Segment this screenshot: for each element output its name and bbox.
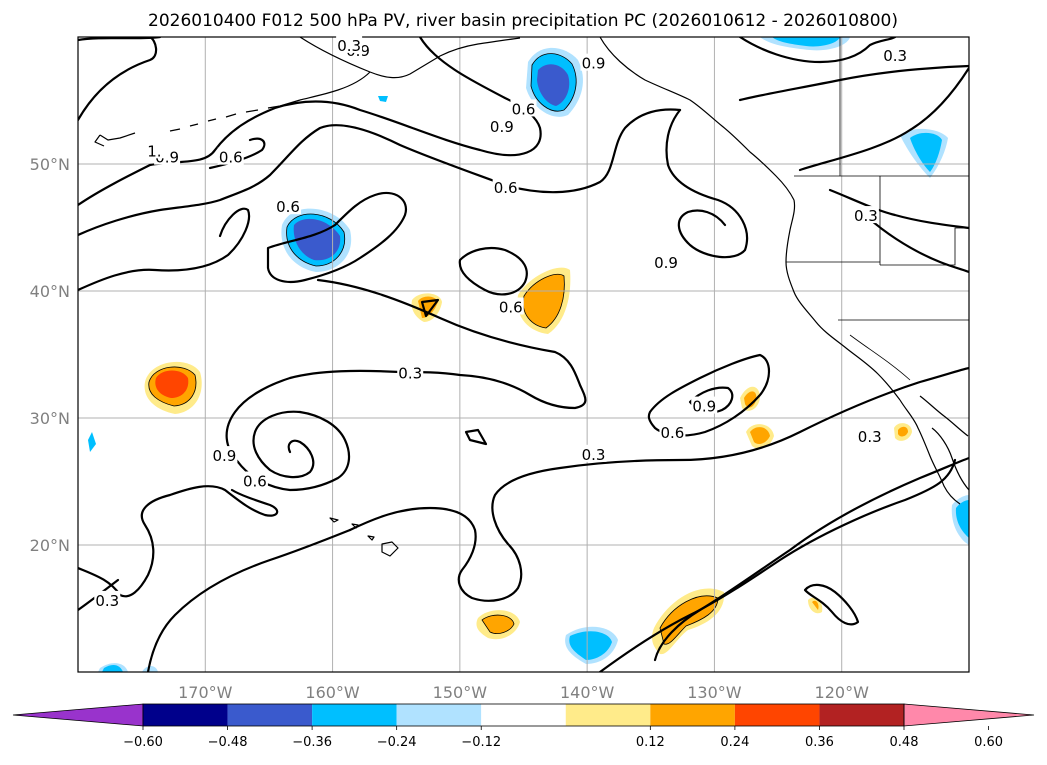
precip-outlines — [148, 53, 719, 645]
alaska-coastline — [299, 37, 521, 79]
colorbar-tick-label-4: −0.12 — [461, 735, 501, 750]
contour-label-bg-16 — [659, 423, 686, 441]
contour-label-9: 0.6 — [499, 299, 523, 317]
contour-label-21: 0.3 — [95, 592, 119, 610]
contour-label-bg-19 — [211, 446, 238, 464]
lat-label-3: 20°N — [30, 536, 70, 555]
colorbar-tick-label-8: 0.48 — [890, 735, 919, 750]
map-frame — [77, 36, 970, 673]
contour-labels: 0.90.61.0.60.90.90.60.90.60.60.30.30.30.… — [94, 35, 909, 610]
contour-label-11: 0.3 — [883, 47, 907, 65]
colorbar-segment-7 — [734, 704, 820, 726]
lon-label-1: 160°W — [305, 683, 360, 702]
lat-label-2: 30°N — [30, 409, 70, 428]
contour-label-16: 0.6 — [660, 424, 684, 442]
colorbar-tick-label-3: −0.24 — [377, 735, 417, 750]
contour-label-8: 0.6 — [494, 179, 518, 197]
colorbar-extend-high — [903, 703, 1035, 727]
contour-label-bg-18 — [856, 427, 883, 445]
lon-label-0: 170°W — [178, 683, 233, 702]
contour-label-bg-11 — [882, 46, 909, 64]
colorbar-frame — [142, 703, 905, 727]
colorbar-segment-8 — [819, 704, 904, 726]
contour-label-bg-14 — [397, 363, 424, 381]
contour-label-bg-7 — [488, 117, 515, 135]
contour-label-6: 0.6 — [512, 100, 536, 118]
contour-label-3: 0.6 — [276, 198, 300, 216]
colorbar: −0.60 −0.48 −0.36 −0.24 −0.12 0.12 0.24 0.36 0.4… — [12, 703, 1035, 750]
map-background — [78, 37, 969, 672]
north-america-coastline — [599, 37, 795, 201]
contour-label-bg-8 — [492, 178, 519, 196]
contour-label-10: 0.3 — [337, 37, 361, 55]
contour-label-bg-6 — [510, 99, 537, 117]
contour-label-1: 0.6 — [219, 149, 243, 167]
colorbar-tick-label-5: 0.12 — [636, 735, 665, 750]
contour-label-bg-2 — [141, 141, 168, 159]
lon-label-5: 120°W — [815, 683, 870, 702]
contour-label-bg-13 — [653, 253, 680, 271]
contour-label-7: 0.9 — [490, 118, 514, 136]
contour-label-20: 0.6 — [243, 473, 267, 491]
contour-label-bg-9 — [497, 297, 524, 315]
longitude-labels: 170°W 160°W 150°W 140°W 130°W 120°W — [178, 683, 869, 702]
colorbar-segment-4 — [481, 704, 566, 726]
colorbar-segment-1 — [227, 704, 313, 726]
contour-label-bg-3 — [275, 197, 302, 215]
contour-label-12: 0.3 — [854, 207, 878, 225]
contour-label-bg-15 — [691, 396, 718, 414]
lon-label-3: 140°W — [560, 683, 615, 702]
contour-label-17: 0.3 — [582, 446, 606, 464]
colorbar-tick-label-1: −0.48 — [208, 735, 248, 750]
contour-label-bg-20 — [241, 471, 268, 489]
colorbar-segment-0 — [143, 704, 228, 726]
colorbar-segment-6 — [650, 704, 735, 726]
lat-label-1: 40°N — [30, 282, 70, 301]
latitude-labels: 50°N 40°N 30°N 20°N — [30, 155, 70, 555]
colorbar-tick-label-9: 0.60 — [974, 735, 1003, 750]
lon-label-4: 130°W — [687, 683, 742, 702]
contour-label-bg-1 — [217, 147, 244, 165]
contour-label-bg-10 — [336, 35, 363, 53]
figure-title: 2026010400 F012 500 hPa PV, river basin … — [148, 11, 898, 31]
contour-label-5: 0.9 — [582, 55, 606, 73]
contour-label-18: 0.3 — [858, 428, 882, 446]
contour-label-2: 1. — [147, 142, 161, 160]
contour-label-bg-21 — [94, 590, 121, 608]
colorbar-segment-5 — [565, 704, 651, 726]
lat-label-0: 50°N — [30, 155, 70, 174]
contour-label-13: 0.9 — [654, 254, 678, 272]
colorbar-tick-label-2: −0.36 — [292, 735, 332, 750]
colorbar-tick-label-7: 0.36 — [805, 735, 834, 750]
contour-label-bg-5 — [580, 53, 607, 71]
contour-label-bg-17 — [580, 444, 607, 462]
contour-label-15: 0.9 — [692, 398, 716, 416]
colorbar-tick-label-6: 0.24 — [720, 735, 749, 750]
contour-label-bg-12 — [852, 206, 879, 224]
colorbar-extend-low — [12, 703, 144, 727]
contour-label-14: 0.3 — [398, 365, 422, 383]
colorbar-segment-3 — [396, 704, 482, 726]
colorbar-segment-2 — [312, 704, 397, 726]
lon-label-2: 150°W — [433, 683, 488, 702]
pv-contours — [78, 37, 969, 672]
contour-label-19: 0.9 — [212, 447, 236, 465]
colorbar-tick-label-0: −0.60 — [123, 735, 163, 750]
